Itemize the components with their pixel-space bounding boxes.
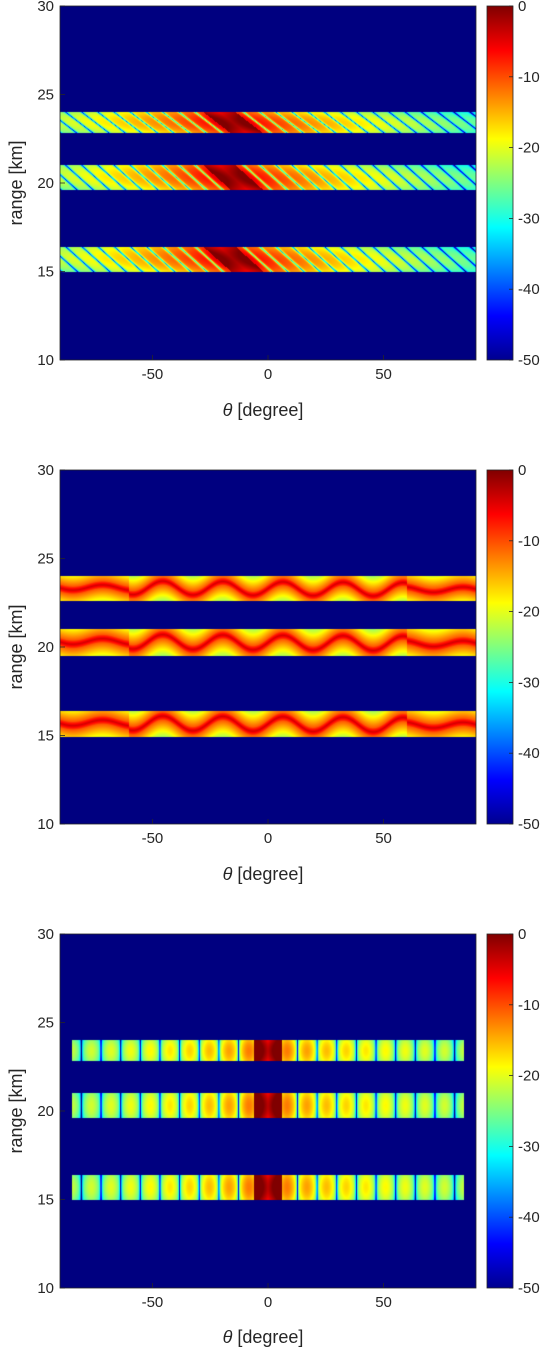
x-tick-label: -50 — [142, 830, 164, 847]
colorbar-tick-label: -30 — [518, 674, 540, 691]
axis-ticks-1: -50 0 50 10 15 20 25 30 — [37, 0, 392, 383]
y-tick-label: 20 — [37, 175, 54, 192]
colorbar-tick-label: -50 — [518, 816, 540, 833]
colorbar-tick-label: -20 — [518, 1068, 540, 1085]
colorbar-tick-label: 0 — [518, 926, 526, 943]
x-tick-label: -50 — [142, 366, 164, 383]
y-tick-label: 30 — [37, 0, 54, 15]
colorbar-tick-label: -10 — [518, 69, 540, 86]
panel-2: -50 0 50 10 15 20 25 30 θ [degree] range [km] 0… — [6, 462, 540, 884]
x-tick-label: 50 — [375, 366, 392, 383]
y-tick-label: 10 — [37, 816, 54, 833]
x-tick-label: 0 — [264, 1294, 272, 1311]
colorbar-tick-label: -30 — [518, 210, 540, 227]
x-tick-label: 0 — [264, 830, 272, 847]
colorbar-tick-label: -10 — [518, 997, 540, 1014]
colorbar-1 — [486, 5, 514, 361]
heatmap-3 — [60, 934, 476, 1288]
colorbar-tick-label: -50 — [518, 352, 540, 369]
y-tick-label: 25 — [37, 1015, 54, 1032]
colorbar-ticks-2: 0 -10 -20 -30 -40 -50 — [509, 462, 540, 833]
x-tick-label: 50 — [375, 1294, 392, 1311]
y-tick-label: 15 — [37, 728, 54, 745]
colorbar-tick-label: -10 — [518, 533, 540, 550]
y-tick-label: 30 — [37, 926, 54, 943]
x-axis-label-1: θ [degree] — [223, 400, 304, 420]
heatmap-2 — [60, 470, 476, 824]
x-tick-label: 0 — [264, 366, 272, 383]
colorbar-3 — [486, 933, 514, 1289]
colorbar-tick-label: -20 — [518, 140, 540, 157]
y-axis-label-3: range [km] — [6, 1068, 26, 1153]
y-tick-label: 20 — [37, 1103, 54, 1120]
colorbar-tick-label: -40 — [518, 745, 540, 762]
colorbar-tick-label: -50 — [518, 1280, 540, 1297]
y-tick-label: 15 — [37, 1192, 54, 1209]
colorbar-tick-label: -30 — [518, 1138, 540, 1155]
x-axis-label-3: θ [degree] — [223, 1327, 304, 1347]
x-axis-label-2: θ [degree] — [223, 864, 304, 884]
axis-ticks-2: -50 0 50 10 15 20 25 30 — [37, 462, 392, 847]
y-tick-label: 20 — [37, 639, 54, 656]
y-axis-label-2: range [km] — [6, 604, 26, 689]
y-tick-label: 25 — [37, 87, 54, 104]
colorbar-2 — [486, 469, 514, 825]
x-tick-label: -50 — [142, 1294, 164, 1311]
y-tick-label: 15 — [37, 264, 54, 281]
colorbar-tick-label: -40 — [518, 281, 540, 298]
colorbar-ticks-1: 0 -10 -20 -30 -40 -50 — [509, 0, 540, 369]
colorbar-ticks-3: 0 -10 -20 -30 -40 -50 — [509, 926, 540, 1297]
panel-3: -50 0 50 10 15 20 25 30 θ [degree] range [km] 0… — [6, 926, 540, 1347]
panel-1: -50 0 50 10 15 20 25 30 θ [degree] range [km] 0… — [6, 0, 540, 420]
colorbar-tick-label: 0 — [518, 0, 526, 15]
y-tick-label: 30 — [37, 462, 54, 479]
y-tick-label: 25 — [37, 551, 54, 568]
colorbar-tick-label: 0 — [518, 462, 526, 479]
y-axis-label-1: range [km] — [6, 140, 26, 225]
y-tick-label: 10 — [37, 1280, 54, 1297]
axis-ticks-3: -50 0 50 10 15 20 25 30 — [37, 926, 392, 1311]
colorbar-tick-label: -20 — [518, 604, 540, 621]
colorbar-tick-label: -40 — [518, 1209, 540, 1226]
heatmap-1 — [60, 6, 476, 360]
x-tick-label: 50 — [375, 830, 392, 847]
y-tick-label: 10 — [37, 352, 54, 369]
